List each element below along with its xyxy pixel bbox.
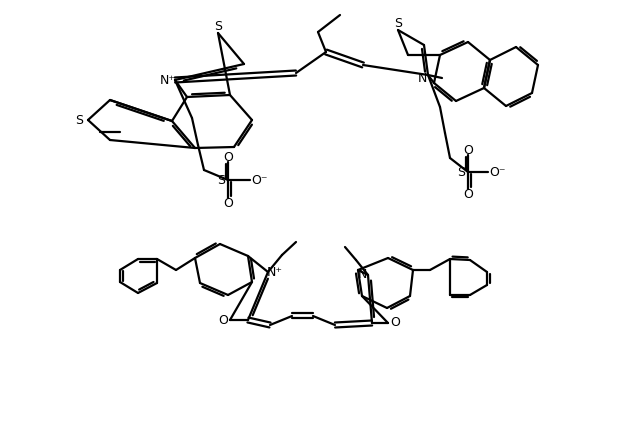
Text: O: O <box>218 313 228 327</box>
Text: O⁻: O⁻ <box>489 165 505 179</box>
Text: S: S <box>75 113 83 126</box>
Text: N⁺: N⁺ <box>267 266 283 278</box>
Text: O: O <box>390 316 400 330</box>
Text: N: N <box>357 269 367 281</box>
Text: S: S <box>217 173 225 187</box>
Text: O: O <box>463 187 473 201</box>
Text: O⁻: O⁻ <box>251 173 268 187</box>
Text: S: S <box>214 19 222 33</box>
Text: S: S <box>394 16 402 30</box>
Text: S: S <box>457 165 465 179</box>
Text: N⁺: N⁺ <box>160 74 176 86</box>
Text: O: O <box>223 197 233 209</box>
Text: N: N <box>417 71 427 85</box>
Text: O: O <box>223 151 233 164</box>
Text: O: O <box>463 143 473 157</box>
